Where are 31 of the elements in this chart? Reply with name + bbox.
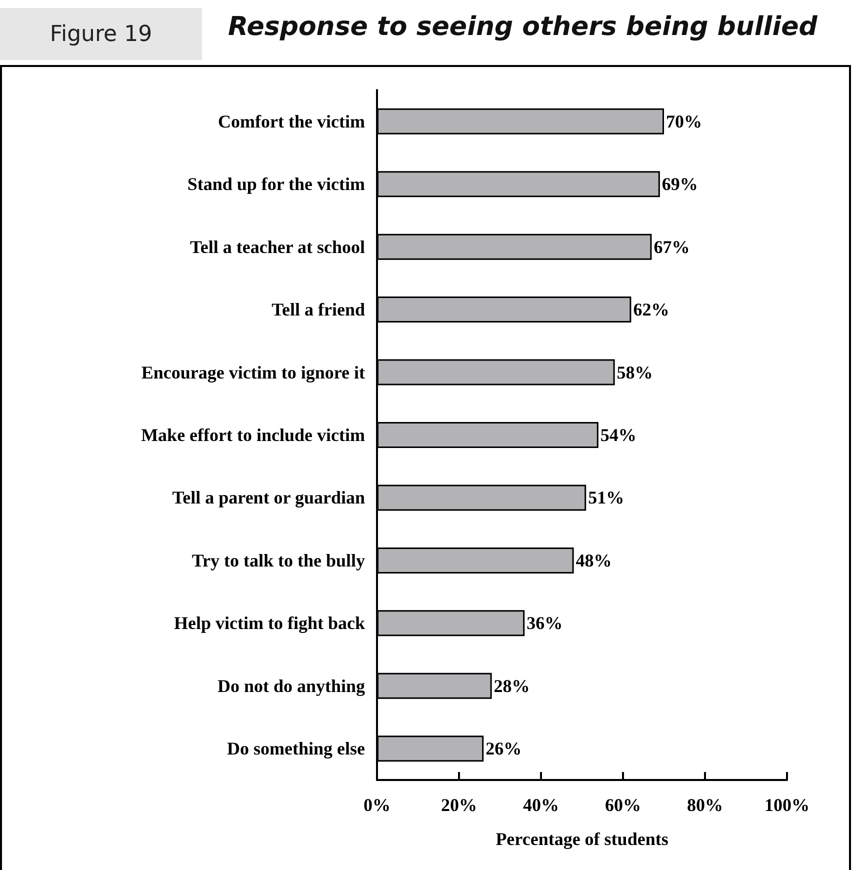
chart-title: Response to seeing others being bullied [228,12,818,42]
data-label: 51% [588,488,624,508]
data-label: 26% [486,738,522,759]
data-label: 58% [616,362,653,382]
x-tick-label: 0% [364,795,390,815]
y-tick-label: Do something else [227,738,365,759]
y-tick-label: Stand up for the victim [187,174,365,194]
x-tick-label: 60% [605,795,641,815]
x-tick-label: 100% [764,795,810,815]
y-tick-label: Make effort to include victim [141,425,366,445]
y-tick-label: Tell a teacher at school [190,236,365,257]
data-label: 62% [633,300,670,320]
data-label: 48% [576,550,612,570]
x-tick-label: 80% [687,795,723,815]
data-label: 28% [494,676,530,696]
y-tick-label: Tell a parent or guardian [172,488,365,508]
y-tick-label: Comfort the victim [218,111,365,132]
y-tick-label: Tell a friend [272,300,365,320]
y-tick-label: Help victim to fight back [174,613,365,634]
y-tick-label: Encourage victim to ignore it [141,362,365,382]
caption: Figure 19 [0,8,202,60]
data-label: 67% [654,236,690,257]
data-label: 69% [662,174,698,194]
data-label: 36% [526,613,563,634]
y-tick-label: Do not do anything [217,676,365,696]
data-label: 54% [600,425,636,445]
x-tick-label: 40% [523,795,559,815]
x-tick-label: 20% [441,795,477,815]
x-axis-title: Percentage of students [496,829,668,849]
data-label: 70% [666,111,702,132]
y-tick-label: Try to talk to the bully [192,550,365,570]
